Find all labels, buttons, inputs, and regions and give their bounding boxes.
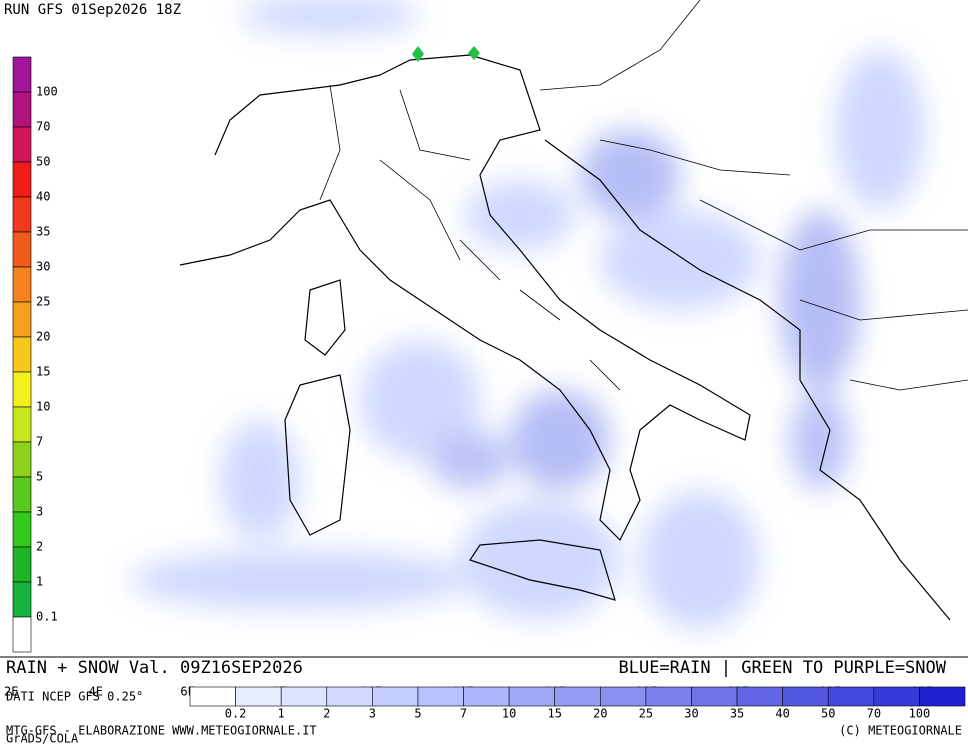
- field-label: RAIN + SNOW Val. 09Z16SEP2026: [6, 658, 303, 678]
- snow-swatch: [12, 231, 32, 268]
- rain-label: 5: [414, 707, 421, 721]
- run-title: RUN GFS 01Sep2026 18Z: [4, 2, 181, 18]
- snow-swatch: [12, 126, 32, 163]
- snow-swatch: [12, 161, 32, 198]
- snow-label: 50: [36, 155, 50, 169]
- rain-swatch: [691, 686, 738, 707]
- rain-label: 0.2: [225, 707, 247, 721]
- snow-scale: 100 70 50 40 35 30 25 20 15 10 7 5 3 2 1 0.1: [12, 56, 58, 653]
- rain-scale: 0.2 1 2 3 5 7 10 15 20 25 30 35 40 50 70 100: [189, 686, 966, 721]
- rain-swatch: [372, 686, 419, 707]
- precip-field: [130, 0, 925, 630]
- snow-label: 7: [36, 435, 43, 449]
- snow-label: 1: [36, 575, 43, 589]
- snow-label: 15: [36, 365, 50, 379]
- marker: [412, 46, 480, 62]
- snow-swatch: [12, 196, 32, 233]
- snow-swatch: [12, 441, 32, 478]
- rain-label: 10: [502, 707, 516, 721]
- snow-swatch: [12, 511, 32, 548]
- snow-label: 70: [36, 120, 50, 134]
- snow-swatch: [12, 476, 32, 513]
- rain-swatch: [189, 686, 236, 707]
- source: DATI NCEP GFS 0.25°: [6, 690, 143, 704]
- snow-label: 3: [36, 505, 43, 519]
- snow-label: 35: [36, 225, 50, 239]
- rain-label: 100: [909, 707, 931, 721]
- snow-label: 30: [36, 260, 50, 274]
- rain-label: 15: [547, 707, 561, 721]
- rain-swatch: [919, 686, 966, 707]
- credit: MTG-GFS - ELABORAZIONE WWW.METEOGIORNALE…: [6, 724, 317, 738]
- snow-label: 5: [36, 470, 43, 484]
- rain-swatch: [554, 686, 601, 707]
- rain-label: 20: [593, 707, 607, 721]
- rain-swatch: [782, 686, 829, 707]
- snow-swatch: [12, 546, 32, 583]
- rain-label: 7: [460, 707, 467, 721]
- snow-label: 20: [36, 330, 50, 344]
- snow-swatch: [12, 91, 32, 128]
- snow-swatch: [12, 581, 32, 618]
- rain-swatch: [736, 686, 783, 707]
- snow-label: 2: [36, 540, 43, 554]
- rain-swatch: [827, 686, 875, 707]
- rain-swatch: [645, 686, 692, 707]
- rain-swatch: [326, 686, 373, 707]
- snow-swatch: [12, 301, 32, 338]
- snow-swatch: [12, 371, 32, 408]
- snow-swatch: [12, 406, 32, 443]
- snow-swatch: [12, 56, 32, 93]
- coastlines: [179, 0, 968, 621]
- legend-note: BLUE=RAIN | GREEN TO PURPLE=SNOW: [618, 658, 946, 678]
- snow-swatch: [12, 336, 32, 373]
- longitude-label: 4E: [89, 685, 103, 699]
- rain-swatch: [873, 686, 920, 707]
- rain-swatch: [463, 686, 510, 707]
- snow-label: 25: [36, 295, 50, 309]
- rain-swatch: [417, 686, 464, 707]
- software: GrADS/COLA: [6, 732, 79, 745]
- rain-swatch: [235, 686, 282, 707]
- rain-swatch: [280, 686, 328, 707]
- rain-label: 2: [323, 707, 330, 721]
- snow-label: 0.1: [36, 610, 58, 624]
- rain-swatch: [508, 686, 556, 707]
- longitude-label: 2E: [4, 685, 18, 699]
- rain-label: 50: [821, 707, 835, 721]
- rain-label: 1: [278, 707, 285, 721]
- rain-label: 30: [684, 707, 698, 721]
- snow-swatch: [12, 266, 32, 303]
- rain-label: 70: [867, 707, 881, 721]
- snow-label: 100: [36, 85, 58, 99]
- snow-swatch: [12, 616, 32, 653]
- snow-label: 40: [36, 190, 50, 204]
- rain-label: 3: [369, 707, 376, 721]
- rain-swatch: [599, 686, 647, 707]
- rain-label: 35: [730, 707, 744, 721]
- rain-label: 25: [639, 707, 653, 721]
- copyright: (C) METEOGIORNALE: [839, 724, 962, 738]
- rain-label: 40: [775, 707, 789, 721]
- snow-label: 10: [36, 400, 50, 414]
